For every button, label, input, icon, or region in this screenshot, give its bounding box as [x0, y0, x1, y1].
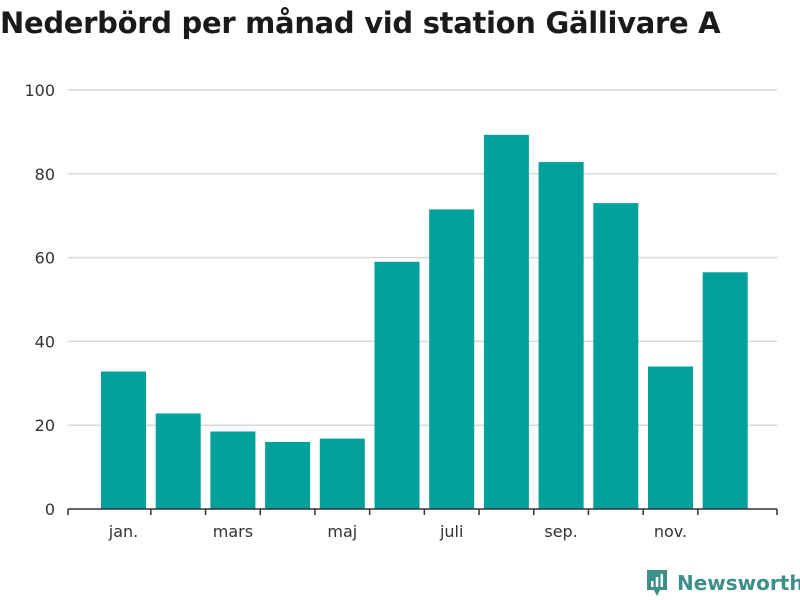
y-tick-label: 40	[35, 332, 55, 351]
bar-maj	[319, 438, 365, 509]
bars	[101, 134, 748, 510]
bar-okt	[593, 203, 639, 509]
bar-feb	[155, 413, 201, 509]
bar-juli	[429, 209, 475, 510]
bar-jan	[101, 371, 146, 509]
chart-title: Nederbörd per månad vid station Gällivar…	[0, 6, 721, 40]
bar-aug	[483, 134, 529, 509]
newsworthy-logo-icon	[647, 570, 667, 596]
x-tick-label: mars	[213, 522, 253, 541]
y-tick-label: 100	[24, 81, 55, 100]
x-tick-label: sep.	[544, 522, 577, 541]
bar-juni	[374, 261, 420, 509]
bar-mars	[210, 431, 256, 509]
y-tick-label: 60	[35, 249, 55, 268]
x-axis: jan. mars maj juli sep. nov.	[67, 508, 778, 541]
bar-dec	[702, 272, 748, 509]
bar-nov	[648, 366, 693, 509]
bar-sep	[538, 162, 584, 509]
newsworthy-logo: Newsworthy	[645, 568, 800, 598]
y-tick-label: 20	[35, 416, 55, 435]
x-tick-label: maj	[327, 522, 357, 541]
y-axis-labels: 0 20 40 60 80 100	[24, 81, 55, 519]
x-tick-label: juli	[439, 522, 463, 541]
brand-name: Newsworthy	[677, 571, 800, 595]
y-tick-label: 0	[45, 500, 55, 519]
x-tick-label: jan.	[108, 522, 138, 541]
bar-apr	[265, 441, 311, 509]
x-tick-label: nov.	[654, 522, 687, 541]
y-tick-label: 80	[35, 165, 55, 184]
